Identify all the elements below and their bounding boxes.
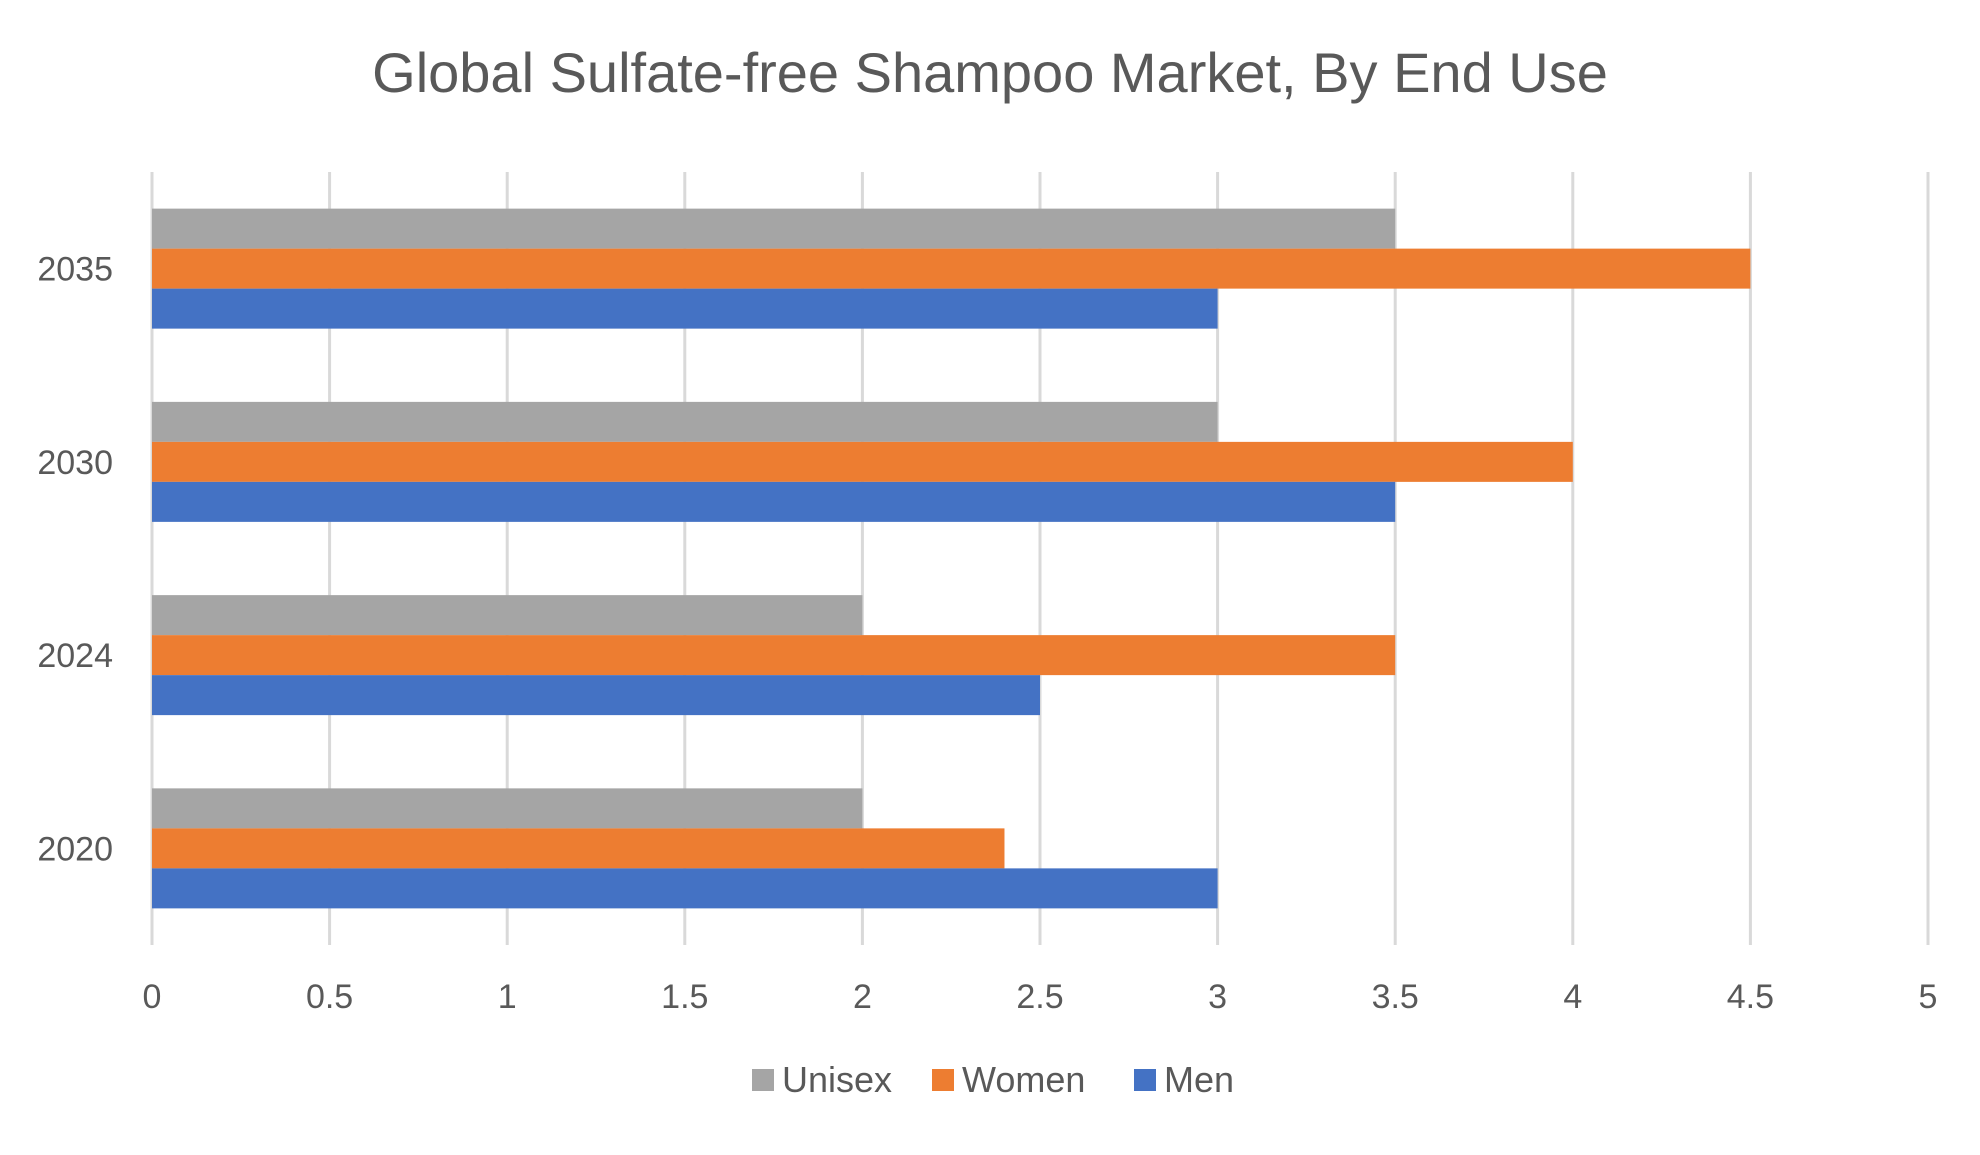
bars bbox=[152, 208, 1751, 909]
x-tick-label: 4.5 bbox=[1727, 978, 1774, 1016]
bar-unisex-2035 bbox=[152, 208, 1396, 249]
bar-unisex-2030 bbox=[152, 401, 1218, 442]
y-category-label: 2024 bbox=[37, 637, 113, 675]
x-tick-label: 2.5 bbox=[1016, 978, 1063, 1016]
bar-unisex-2024 bbox=[152, 595, 863, 636]
y-category-label: 2020 bbox=[37, 830, 113, 868]
x-tick-label: 2 bbox=[853, 978, 872, 1016]
bar-women-2020 bbox=[152, 828, 1005, 869]
x-tick-label: 1 bbox=[498, 978, 517, 1016]
x-tick-label: 3 bbox=[1208, 978, 1227, 1016]
y-category-label: 2030 bbox=[37, 444, 113, 482]
bar-women-2030 bbox=[152, 441, 1573, 482]
bar-men-2020 bbox=[152, 868, 1218, 909]
bar-men-2024 bbox=[152, 675, 1040, 716]
x-tick-label: 4 bbox=[1563, 978, 1582, 1016]
legend-swatch-women bbox=[932, 1069, 954, 1091]
bar-unisex-2020 bbox=[152, 788, 863, 829]
legend-swatch-men bbox=[1134, 1069, 1156, 1091]
chart-title: Global Sulfate-free Shampoo Market, By E… bbox=[372, 41, 1608, 104]
legend-label-men: Men bbox=[1164, 1059, 1234, 1100]
x-tick-label: 5 bbox=[1919, 978, 1938, 1016]
legend: Unisex Women Men bbox=[752, 1059, 1234, 1100]
y-category-label: 2035 bbox=[37, 251, 113, 289]
bar-women-2024 bbox=[152, 635, 1396, 676]
x-tick-label: 0.5 bbox=[306, 978, 353, 1016]
y-axis-categories: 2020 2024 2030 2035 bbox=[37, 251, 113, 869]
legend-swatch-unisex bbox=[752, 1069, 774, 1091]
x-tick-label: 1.5 bbox=[661, 978, 708, 1016]
bar-men-2035 bbox=[152, 288, 1218, 329]
x-tick-label: 0 bbox=[143, 978, 162, 1016]
bar-men-2030 bbox=[152, 481, 1396, 522]
legend-label-women: Women bbox=[962, 1059, 1085, 1100]
legend-label-unisex: Unisex bbox=[782, 1059, 892, 1100]
x-axis-ticks: 0 0.5 1 1.5 2 2.5 3 3.5 4 4.5 5 bbox=[143, 978, 1938, 1016]
x-tick-label: 3.5 bbox=[1372, 978, 1419, 1016]
bar-women-2035 bbox=[152, 248, 1751, 289]
